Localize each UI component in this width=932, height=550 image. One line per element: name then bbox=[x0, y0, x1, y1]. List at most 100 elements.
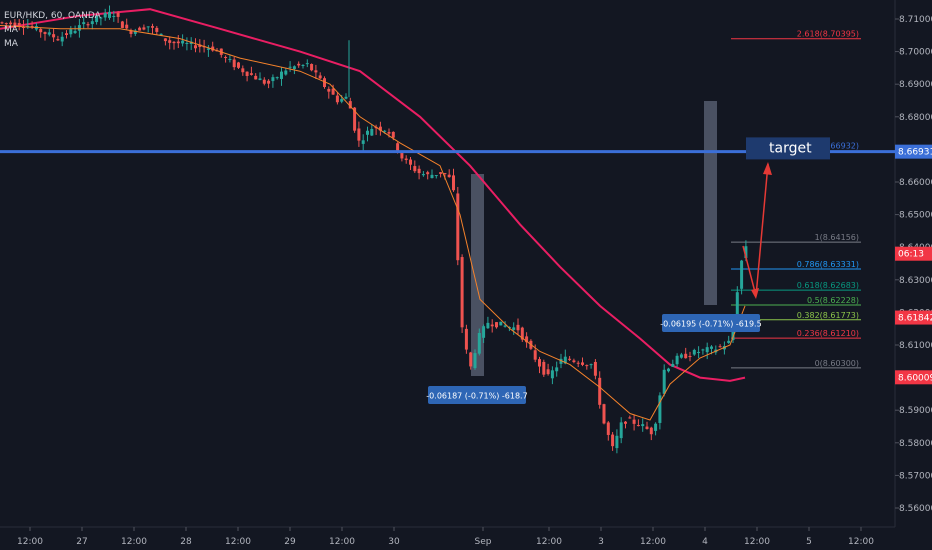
candle-body[interactable] bbox=[258, 78, 262, 81]
candle-body[interactable] bbox=[679, 354, 683, 358]
candle-body[interactable] bbox=[645, 426, 649, 429]
candle-body[interactable] bbox=[206, 48, 210, 50]
candle-body[interactable] bbox=[469, 352, 473, 367]
measure-label-box[interactable] bbox=[662, 314, 760, 332]
candle-body[interactable] bbox=[249, 73, 253, 75]
candle-body[interactable] bbox=[181, 40, 185, 44]
candle-body[interactable] bbox=[56, 39, 60, 41]
candle-body[interactable] bbox=[602, 404, 606, 424]
candle-body[interactable] bbox=[176, 41, 180, 44]
candle-body[interactable] bbox=[241, 68, 245, 73]
candle-body[interactable] bbox=[348, 101, 352, 109]
candle-body[interactable] bbox=[477, 332, 481, 354]
candle-body[interactable] bbox=[701, 349, 705, 351]
candle-body[interactable] bbox=[387, 132, 391, 134]
candle-body[interactable] bbox=[301, 64, 305, 66]
candle-body[interactable] bbox=[619, 422, 623, 439]
candle-body[interactable] bbox=[22, 26, 25, 28]
candle-body[interactable] bbox=[262, 79, 266, 84]
candle-body[interactable] bbox=[490, 324, 494, 327]
measure-label-box[interactable] bbox=[428, 386, 526, 404]
candle-body[interactable] bbox=[267, 80, 271, 84]
candle-body[interactable] bbox=[499, 321, 503, 326]
candle-body[interactable] bbox=[172, 41, 176, 44]
candle-body[interactable] bbox=[447, 174, 451, 178]
candle-body[interactable] bbox=[520, 327, 524, 340]
candle-body[interactable] bbox=[464, 328, 468, 350]
candle-body[interactable] bbox=[245, 71, 249, 77]
candle-body[interactable] bbox=[572, 360, 576, 363]
candle-body[interactable] bbox=[559, 358, 563, 364]
candle-body[interactable] bbox=[73, 30, 77, 34]
ma-fast-line[interactable] bbox=[0, 25, 746, 421]
candle-body[interactable] bbox=[125, 24, 129, 29]
candle-body[interactable] bbox=[576, 362, 580, 364]
candle-body[interactable] bbox=[624, 421, 627, 424]
candle-body[interactable] bbox=[684, 353, 688, 359]
candle-body[interactable] bbox=[30, 26, 34, 28]
candle-body[interactable] bbox=[237, 62, 240, 68]
candle-body[interactable] bbox=[305, 63, 309, 65]
measure-bar[interactable] bbox=[704, 101, 717, 305]
candle-body[interactable] bbox=[297, 63, 301, 66]
candle-body[interactable] bbox=[740, 260, 744, 289]
candle-body[interactable] bbox=[82, 22, 86, 25]
candle-body[interactable] bbox=[482, 326, 486, 338]
candle-body[interactable] bbox=[17, 22, 21, 27]
candle-body[interactable] bbox=[228, 59, 232, 61]
candle-body[interactable] bbox=[9, 22, 13, 25]
candle-body[interactable] bbox=[456, 193, 460, 261]
candle-body[interactable] bbox=[538, 359, 541, 367]
candle-body[interactable] bbox=[133, 30, 137, 34]
candle-body[interactable] bbox=[615, 435, 619, 449]
candle-body[interactable] bbox=[378, 126, 382, 131]
candle-body[interactable] bbox=[563, 356, 567, 364]
candle-body[interactable] bbox=[568, 358, 572, 360]
candle-body[interactable] bbox=[581, 362, 584, 365]
candle-body[interactable] bbox=[396, 143, 400, 152]
candle-body[interactable] bbox=[452, 175, 455, 191]
candle-body[interactable] bbox=[434, 175, 438, 177]
candle-body[interactable] bbox=[189, 41, 193, 45]
candle-body[interactable] bbox=[4, 23, 8, 25]
candle-body[interactable] bbox=[271, 77, 275, 82]
candle-body[interactable] bbox=[361, 140, 365, 144]
candle-body[interactable] bbox=[86, 24, 90, 26]
candle-body[interactable] bbox=[146, 26, 150, 28]
candle-body[interactable] bbox=[503, 325, 507, 327]
target-annotation-box[interactable] bbox=[746, 137, 830, 160]
candle-body[interactable] bbox=[473, 353, 477, 369]
candle-body[interactable] bbox=[99, 17, 103, 19]
candle-body[interactable] bbox=[421, 174, 425, 176]
candle-body[interactable] bbox=[525, 336, 529, 343]
candle-body[interactable] bbox=[13, 22, 17, 27]
candle-body[interactable] bbox=[292, 66, 296, 69]
candle-body[interactable] bbox=[254, 75, 258, 80]
ma-slow-label[interactable]: MA bbox=[4, 39, 18, 49]
candle-body[interactable] bbox=[460, 257, 464, 328]
candle-body[interactable] bbox=[516, 324, 520, 331]
candle-body[interactable] bbox=[409, 159, 412, 165]
candle-body[interactable] bbox=[103, 13, 107, 18]
candle-body[interactable] bbox=[288, 66, 292, 68]
candle-body[interactable] bbox=[211, 46, 215, 51]
candle-body[interactable] bbox=[129, 30, 133, 34]
candle-body[interactable] bbox=[120, 21, 124, 28]
candle-body[interactable] bbox=[185, 42, 189, 44]
candle-body[interactable] bbox=[43, 32, 47, 34]
candle-body[interactable] bbox=[327, 88, 331, 92]
candle-body[interactable] bbox=[155, 27, 159, 32]
candle-body[interactable] bbox=[426, 172, 430, 175]
candle-body[interactable] bbox=[710, 346, 713, 349]
candle-body[interactable] bbox=[649, 427, 653, 435]
candles[interactable] bbox=[0, 5, 748, 454]
candle-body[interactable] bbox=[357, 128, 361, 141]
candle-body[interactable] bbox=[675, 355, 679, 365]
candle-body[interactable] bbox=[335, 95, 339, 103]
candle-body[interactable] bbox=[168, 40, 172, 43]
candle-body[interactable] bbox=[198, 44, 202, 47]
candle-body[interactable] bbox=[589, 364, 593, 366]
candle-body[interactable] bbox=[39, 28, 43, 33]
candle-body[interactable] bbox=[391, 131, 395, 138]
